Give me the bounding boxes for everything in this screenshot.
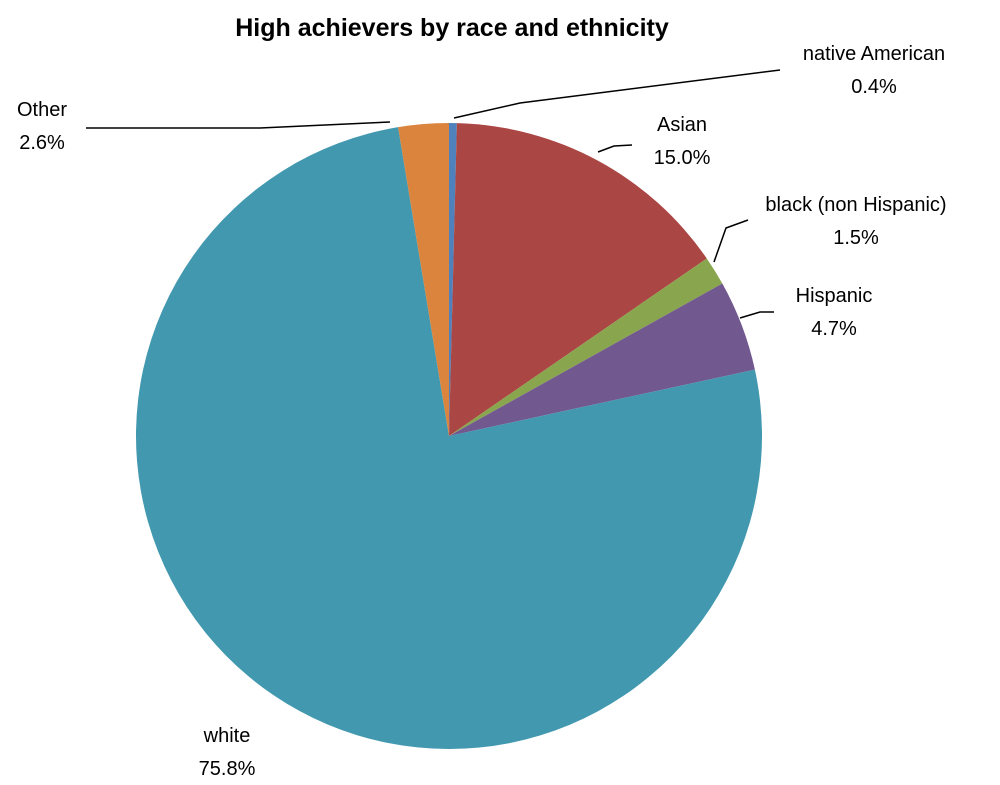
pie-slice-white xyxy=(135,127,762,749)
pie-slice-other xyxy=(398,123,449,436)
slice-value-native-american: 0.4% xyxy=(851,76,897,98)
chart-title: High achievers by race and ethnicity xyxy=(235,14,669,42)
leader-line-hispanic xyxy=(739,311,774,319)
slice-name-other: Other xyxy=(17,99,67,121)
leader-lines xyxy=(86,69,781,319)
leader-line-asian xyxy=(597,144,633,153)
slice-value-hispanic: 4.7% xyxy=(811,318,857,340)
pie-slice-hispanic xyxy=(449,283,755,436)
slice-name-native-american: native American xyxy=(803,43,945,65)
pie-slice-black-non-hispanic xyxy=(449,258,723,436)
slice-value-white: 75.8% xyxy=(199,758,256,780)
slice-name-hispanic: Hispanic xyxy=(796,285,873,307)
slice-name-asian: Asian xyxy=(657,114,707,136)
leader-line-other xyxy=(86,121,391,129)
pie-slice-asian xyxy=(449,123,707,436)
leader-line-native-american xyxy=(453,69,781,119)
slice-value-black-non-hispanic: 1.5% xyxy=(833,227,879,249)
slice-value-other: 2.6% xyxy=(19,132,65,154)
slice-labels: native American 0.4% Asian 15.0% black (non … xyxy=(17,43,947,780)
slice-name-white: white xyxy=(203,725,251,747)
leader-line-black-non-hispanic xyxy=(713,219,749,263)
slice-name-black-non-hispanic: black (non Hispanic) xyxy=(765,194,946,216)
pie-slices xyxy=(135,123,762,749)
pie-slice-native-american xyxy=(449,123,457,436)
slice-value-asian: 15.0% xyxy=(654,147,711,169)
